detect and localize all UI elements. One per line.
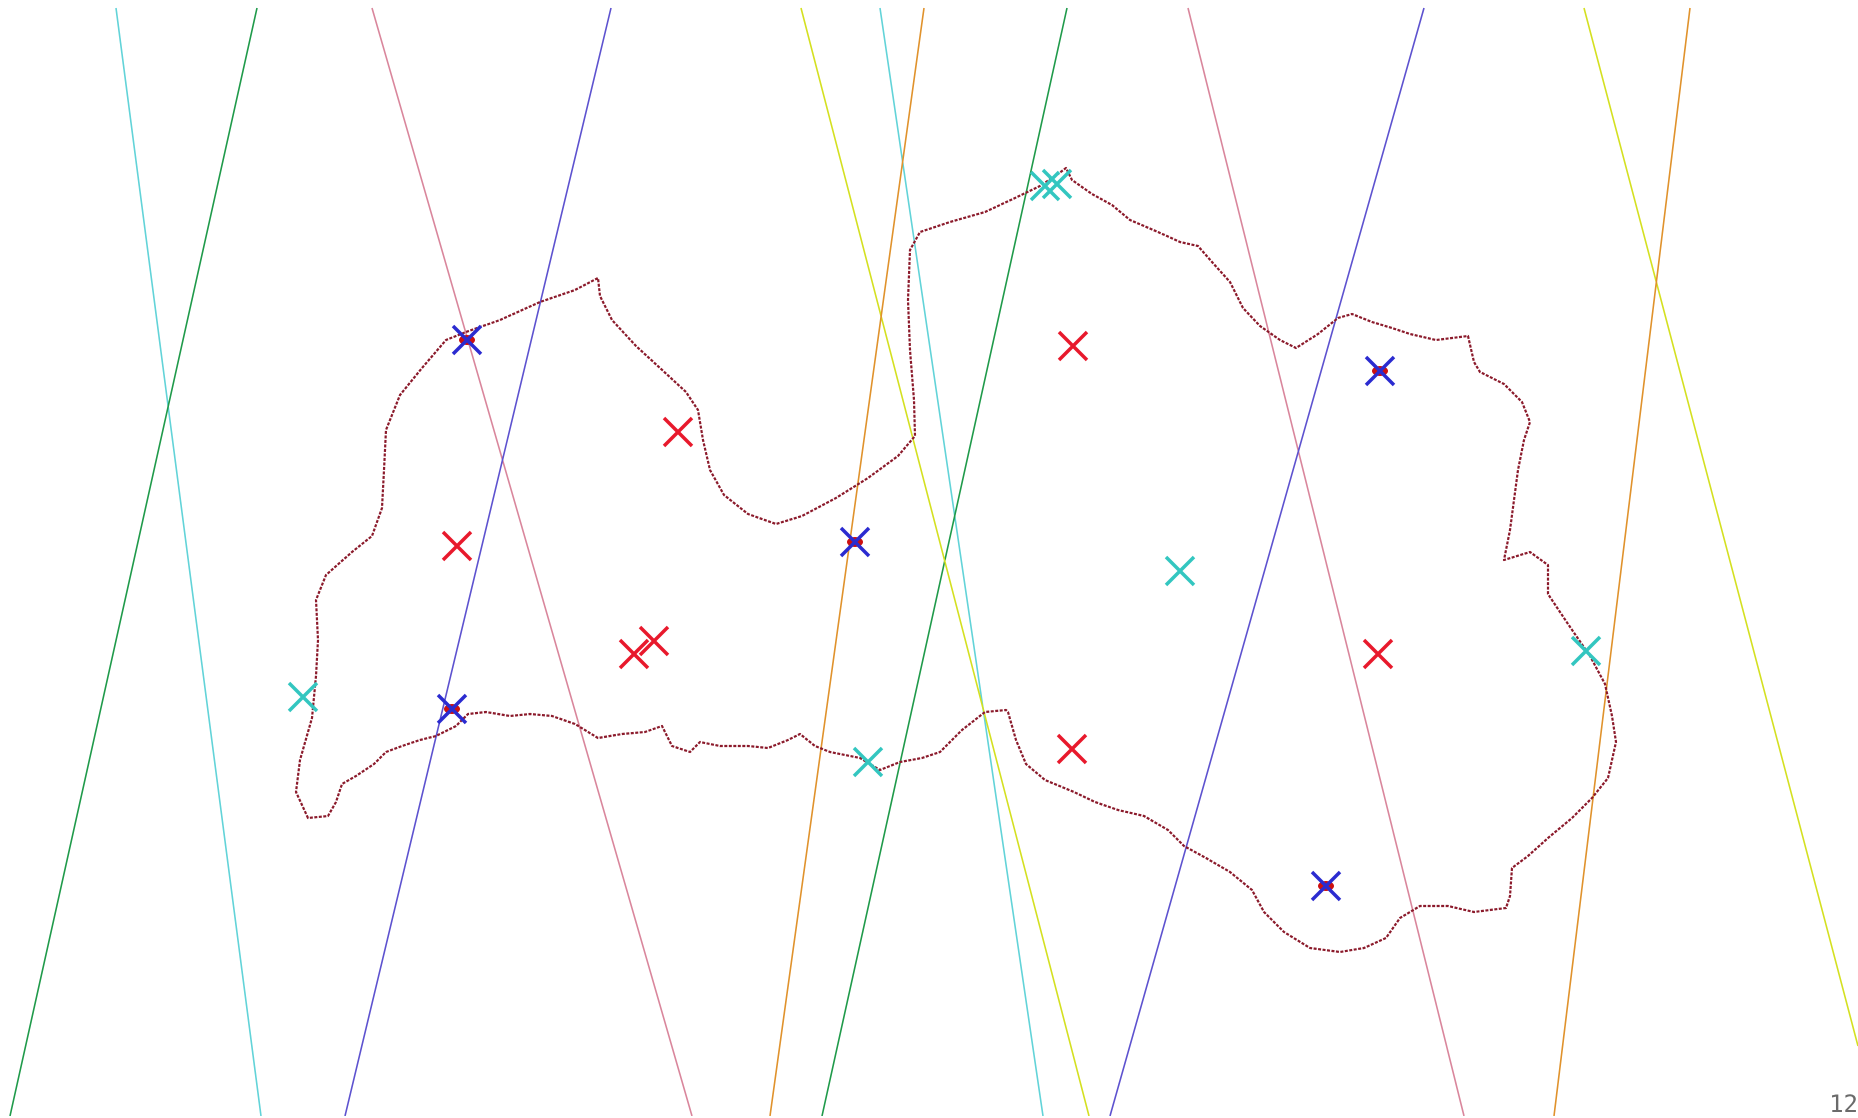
track-line-cyan xyxy=(116,8,261,1116)
blue-x-marker xyxy=(841,528,869,556)
track-line-orange xyxy=(1554,8,1690,1116)
red-x-marker xyxy=(443,532,471,560)
track-line-green xyxy=(10,8,257,1116)
cyan-x-marker xyxy=(1166,557,1194,585)
red-x-marker xyxy=(640,627,668,655)
red-x-marker xyxy=(1058,735,1086,763)
track-line-orange xyxy=(770,8,924,1116)
track-line-pink xyxy=(1188,8,1464,1116)
track-line-blue xyxy=(1110,8,1424,1116)
red-x-marker xyxy=(1059,332,1087,360)
page-number: 12 xyxy=(1829,1092,1858,1116)
blue-x-marker xyxy=(453,326,481,354)
track-line-yellow xyxy=(1584,8,1858,1046)
cyan-x-marker xyxy=(854,748,882,776)
red-x-marker xyxy=(620,640,648,668)
red-x-marker xyxy=(1364,640,1392,668)
region-boundary xyxy=(296,168,1616,952)
cyan-x-marker xyxy=(1572,637,1600,665)
blue-x-marker xyxy=(1366,357,1394,385)
track-line-cyan xyxy=(880,8,1043,1116)
track-line-blue xyxy=(345,8,611,1116)
blue-x-marker xyxy=(1312,872,1340,900)
cyan-x-marker xyxy=(289,683,317,711)
red-x-marker xyxy=(664,418,692,446)
markers xyxy=(289,170,1600,900)
track-lines xyxy=(10,8,1858,1116)
track-line-pink xyxy=(372,8,692,1116)
